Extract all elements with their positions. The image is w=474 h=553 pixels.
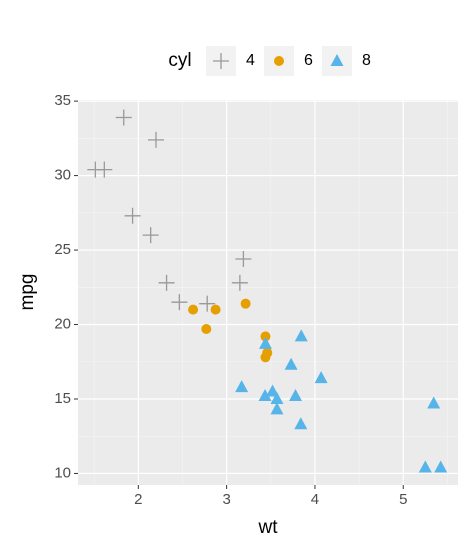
point [235, 380, 249, 393]
panel [78, 100, 458, 485]
point [171, 294, 188, 311]
x-tick-label: 5 [399, 491, 407, 508]
y-tick-label: 35 [54, 92, 71, 109]
point [210, 304, 221, 315]
x-axis-title: wt [258, 517, 279, 538]
point [87, 161, 104, 178]
point [260, 352, 271, 363]
point [258, 336, 272, 349]
point [188, 304, 199, 315]
legend-symbol [274, 56, 284, 66]
point [158, 274, 175, 291]
point [199, 295, 216, 312]
y-axis-title: mpg [17, 274, 38, 311]
y-tick-label: 15 [54, 390, 71, 407]
point [294, 329, 308, 342]
legend-symbol [330, 54, 344, 66]
point [418, 460, 432, 473]
point [231, 274, 248, 291]
point [235, 250, 252, 267]
y-tick-label: 30 [54, 167, 71, 184]
point [434, 460, 448, 473]
point [270, 402, 284, 415]
point [201, 323, 212, 334]
point [314, 371, 328, 384]
point [260, 331, 271, 342]
point [258, 389, 272, 402]
y-tick-label: 25 [54, 241, 71, 258]
legend-symbol [213, 53, 229, 69]
y-tick-label: 10 [54, 464, 71, 481]
legend-label: 4 [246, 52, 255, 69]
point [284, 357, 298, 370]
point [115, 109, 132, 126]
legend-label: 8 [362, 52, 371, 69]
y-tick-label: 20 [54, 315, 71, 332]
point [294, 417, 308, 430]
point [427, 396, 441, 409]
point [270, 391, 284, 404]
point [142, 227, 159, 244]
point [289, 389, 303, 402]
x-tick-label: 3 [222, 491, 230, 508]
point [266, 384, 280, 397]
legend-label: 6 [304, 52, 313, 69]
legend-title: cyl [168, 50, 191, 71]
point [147, 131, 164, 148]
point [240, 298, 251, 309]
x-tick-label: 4 [311, 491, 319, 508]
point [124, 207, 141, 224]
x-tick-label: 2 [134, 491, 142, 508]
